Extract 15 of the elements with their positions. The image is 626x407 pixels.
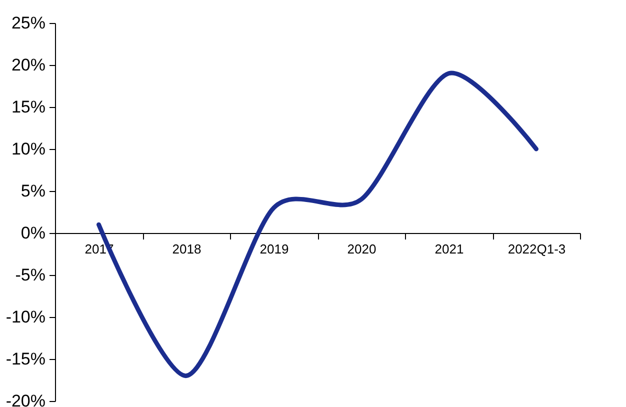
- x-tick-label: 2019: [260, 242, 289, 256]
- y-tick-label: -15%: [6, 350, 46, 368]
- y-tick-label: 25%: [11, 14, 46, 32]
- y-tick-label: -5%: [15, 266, 46, 284]
- x-tick-label: 2020: [347, 242, 376, 256]
- y-tick-label: 10%: [11, 140, 46, 158]
- y-tick-label: -10%: [6, 308, 46, 326]
- y-tick-label: -20%: [6, 392, 46, 407]
- y-tick-label: 20%: [11, 56, 46, 74]
- y-tick-label: 5%: [20, 182, 46, 200]
- y-tick-label: 0%: [20, 224, 46, 242]
- y-tick-label: 15%: [11, 98, 46, 116]
- x-tick-label: 2021: [434, 242, 464, 256]
- x-tick-label: 2022Q1-3: [508, 242, 566, 256]
- x-tick-label: 2018: [172, 242, 202, 256]
